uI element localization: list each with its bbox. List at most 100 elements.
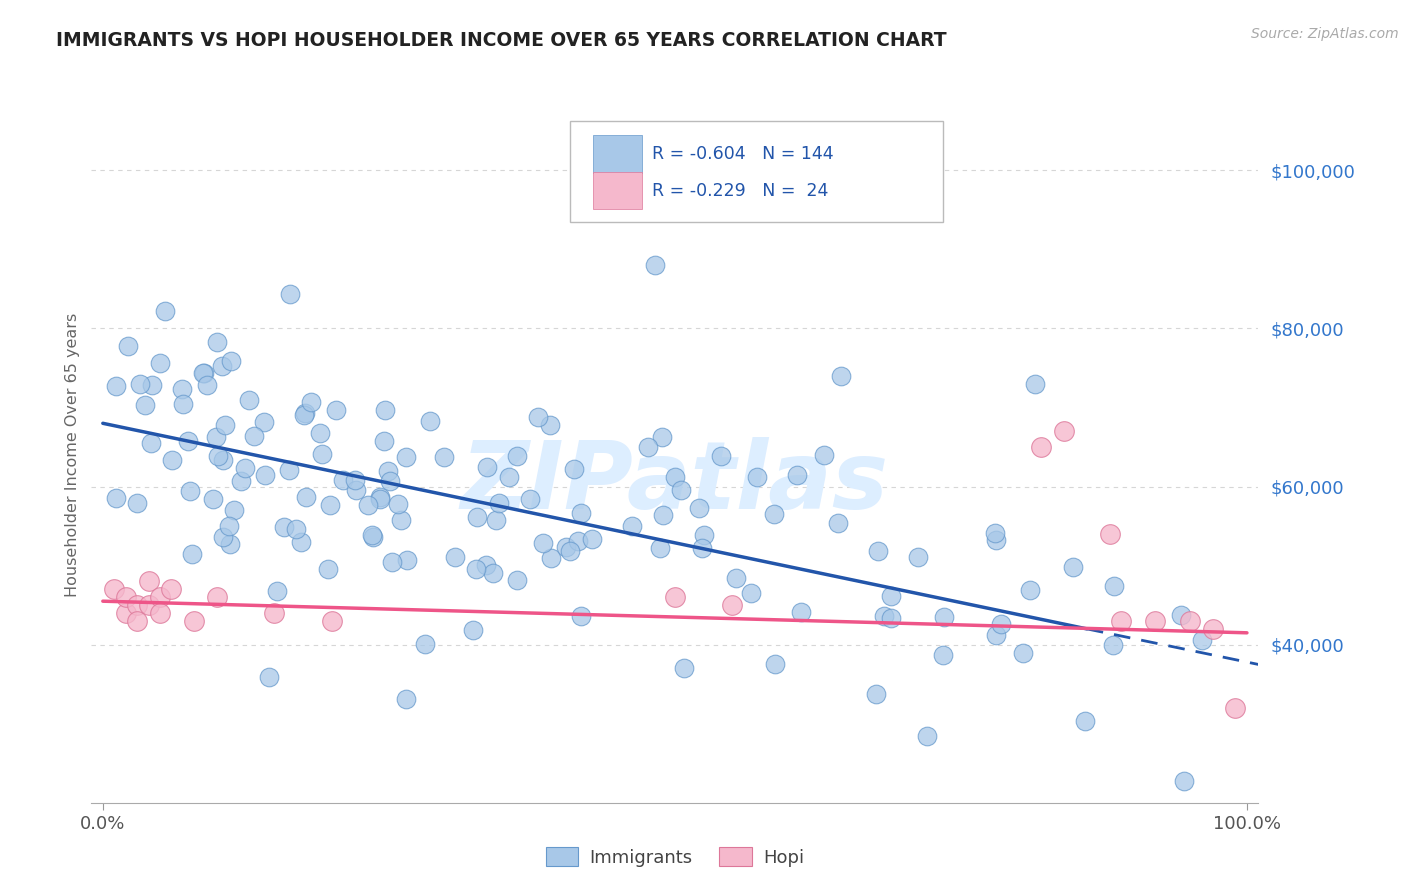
Point (129, 376, 152, 391)
Point (1098, 527, 1121, 541)
Point (211, 530, 233, 544)
Text: Source: ZipAtlas.com: Source: ZipAtlas.com (1251, 27, 1399, 41)
Point (790, 605, 813, 619)
Point (413, 637, 436, 651)
Point (253, 415, 276, 429)
Point (482, 566, 505, 581)
Point (621, 519, 644, 533)
Point (1201, 622, 1223, 636)
Point (688, 501, 710, 516)
Point (1074, 714, 1097, 728)
Point (170, 382, 193, 396)
Point (141, 378, 163, 392)
Point (879, 611, 901, 625)
Point (193, 366, 215, 380)
Point (207, 591, 229, 605)
Point (465, 510, 488, 524)
Point (177, 434, 200, 449)
Point (125, 496, 148, 510)
Point (443, 550, 465, 565)
Point (378, 474, 401, 488)
Point (219, 354, 242, 368)
Point (229, 474, 252, 488)
Point (1170, 607, 1192, 622)
Point (519, 492, 541, 507)
Point (233, 461, 256, 475)
Point (374, 402, 396, 417)
Point (984, 526, 1007, 541)
Point (222, 503, 245, 517)
Point (160, 453, 183, 467)
Point (474, 558, 496, 572)
Point (690, 541, 713, 555)
Point (183, 614, 205, 628)
Point (311, 447, 333, 461)
Point (581, 532, 603, 546)
Point (195, 378, 218, 392)
Point (344, 474, 367, 488)
Point (725, 570, 748, 584)
Point (277, 463, 299, 477)
Point (1102, 638, 1125, 652)
Point (1144, 614, 1167, 628)
Point (127, 598, 149, 612)
Point (562, 462, 585, 476)
Point (394, 692, 416, 706)
Point (1053, 424, 1076, 438)
Point (745, 469, 768, 483)
Point (357, 498, 380, 512)
Point (321, 614, 343, 628)
Point (693, 527, 716, 541)
Point (538, 417, 561, 432)
Point (710, 449, 733, 463)
Point (477, 459, 499, 474)
Point (138, 574, 160, 589)
Point (569, 506, 592, 520)
Point (1011, 646, 1033, 660)
Point (650, 541, 672, 556)
Point (214, 418, 236, 433)
FancyBboxPatch shape (593, 172, 643, 210)
Point (266, 584, 288, 599)
FancyBboxPatch shape (569, 121, 943, 222)
Point (207, 450, 229, 464)
Point (370, 492, 392, 507)
Point (555, 540, 578, 554)
Point (114, 606, 136, 620)
Point (299, 395, 322, 409)
Point (531, 536, 554, 550)
Point (295, 491, 318, 505)
Point (868, 544, 890, 558)
Point (1178, 614, 1201, 628)
Point (1062, 560, 1084, 574)
Point (361, 528, 384, 542)
Point (319, 498, 342, 512)
Point (1173, 773, 1195, 788)
Point (361, 530, 384, 544)
Point (141, 435, 163, 450)
Point (263, 606, 285, 620)
Point (104, 379, 127, 393)
Point (1191, 632, 1213, 647)
Point (669, 483, 692, 497)
Point (488, 496, 510, 510)
Point (218, 519, 240, 533)
Point (387, 497, 409, 511)
Point (1019, 582, 1042, 597)
Legend: Immigrants, Hopi: Immigrants, Hopi (538, 840, 811, 874)
Point (257, 670, 280, 684)
Point (243, 429, 266, 443)
Point (461, 623, 484, 637)
Point (932, 648, 955, 662)
Point (278, 286, 301, 301)
Point (1225, 701, 1247, 715)
Point (986, 533, 1008, 547)
Point (664, 470, 686, 484)
Point (990, 617, 1012, 632)
Point (202, 491, 225, 506)
Point (172, 396, 194, 410)
Point (786, 467, 808, 482)
Point (344, 483, 367, 497)
Point (498, 470, 520, 484)
Text: R = -0.604   N = 144: R = -0.604 N = 144 (651, 145, 834, 163)
